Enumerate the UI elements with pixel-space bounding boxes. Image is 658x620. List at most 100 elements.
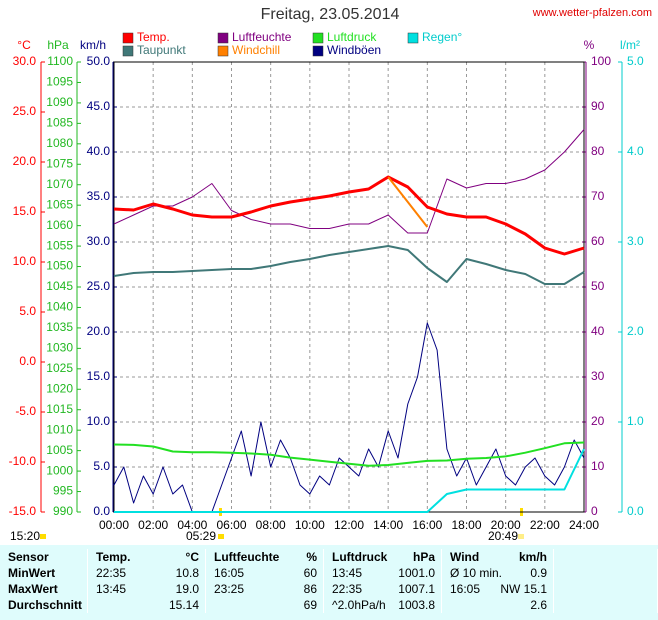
row-label: Sensor xyxy=(8,550,49,564)
cell-left: 22:35 xyxy=(96,566,127,580)
table-cell: 16:05 NW 15.1 xyxy=(442,581,554,597)
y-tick-label: 0.0 xyxy=(627,504,644,518)
cell-right: 1001.0 xyxy=(398,566,435,580)
legend-swatch xyxy=(312,45,324,57)
legend-label: Luftdruck xyxy=(327,30,377,44)
legend-label: Taupunkt xyxy=(137,43,186,57)
y-tick-label: 1.0 xyxy=(627,414,644,428)
sunrise-icon xyxy=(218,534,224,539)
y-tick-label: 20.0 xyxy=(13,154,37,168)
sunset-label: 20:49 xyxy=(488,529,518,543)
y-tick-label: 1045 xyxy=(46,279,73,293)
row-label: Durchschnitt xyxy=(8,598,83,612)
y-tick-label: 1035 xyxy=(46,320,73,334)
y-tick-label: 1000 xyxy=(46,463,73,477)
y-tick-label: -15.0 xyxy=(9,504,37,518)
row-label: MinWert xyxy=(8,566,56,580)
sunset-icon xyxy=(518,534,524,539)
stats-table: Sensor Temp. °C Luftfeuchte% Luftdruck hPa Win… xyxy=(0,545,658,620)
cell-right: km/h xyxy=(518,550,547,564)
y-tick-label: 40 xyxy=(591,324,605,338)
table-cell xyxy=(554,549,658,565)
table-cell: 23:25 86 xyxy=(206,581,324,597)
y-tick-label: 25.0 xyxy=(13,104,37,118)
table-cell xyxy=(554,565,658,581)
y-tick-label: 10 xyxy=(591,459,605,473)
y-tick-label: 45.0 xyxy=(87,99,111,113)
y-tick-label: 0.0 xyxy=(93,504,110,518)
y-tick-label: 5.0 xyxy=(627,54,644,68)
y-tick-label: 1070 xyxy=(46,177,73,191)
sun-icon xyxy=(40,534,46,539)
y-tick-label: -5.0 xyxy=(15,404,36,418)
y-tick-label: 20.0 xyxy=(87,324,111,338)
y-tick-label: 5.0 xyxy=(93,459,110,473)
row-label: MaxWert xyxy=(8,582,58,596)
legend-label: Temp. xyxy=(137,30,170,44)
axis-unit: km/h xyxy=(80,38,106,52)
table-cell: MaxWert xyxy=(0,581,88,597)
table-cell: 15.14 xyxy=(88,597,206,613)
x-tick-label: 12:00 xyxy=(334,518,364,532)
table-row: Sensor Temp. °C Luftfeuchte% Luftdruck hPa Win… xyxy=(0,549,658,565)
cell-right: 86 xyxy=(303,582,317,596)
legend-swatch xyxy=(217,45,229,57)
cell-right: 19.0 xyxy=(175,582,199,596)
table-cell: 22:35 1007.1 xyxy=(324,581,442,597)
table-row: MinWert 22:35 10.8 16:05 60 13:45 1001.0 Ø 10 m… xyxy=(0,565,658,581)
y-tick-label: 1090 xyxy=(46,95,73,109)
cell-left: 16:05 xyxy=(450,582,481,596)
y-tick-label: 80 xyxy=(591,144,605,158)
y-tick-label: 90 xyxy=(591,99,605,113)
table-cell: Sensor xyxy=(0,549,88,565)
table-cell: 13:45 19.0 xyxy=(88,581,206,597)
y-tick-label: 60 xyxy=(591,234,605,248)
y-tick-label: 1080 xyxy=(46,136,73,150)
y-tick-label: 35.0 xyxy=(87,189,111,203)
y-tick-label: 10.0 xyxy=(87,414,111,428)
cell-right: 1007.1 xyxy=(398,582,435,596)
series-line xyxy=(113,129,585,234)
x-tick-label: 06:00 xyxy=(216,518,246,532)
table-cell: 2.6 xyxy=(442,597,554,613)
cell-left: 16:05 xyxy=(214,566,245,580)
y-tick-label: 0.0 xyxy=(19,354,36,368)
y-tick-label: 990 xyxy=(53,504,73,518)
y-tick-label: 1005 xyxy=(46,443,73,457)
y-tick-label: 1055 xyxy=(46,238,73,252)
legend-swatch xyxy=(122,45,134,57)
y-tick-label: 1095 xyxy=(46,75,73,89)
cell-right: 2.6 xyxy=(530,598,547,612)
y-tick-label: 1040 xyxy=(46,300,73,314)
table-cell: Temp. °C xyxy=(88,549,206,565)
y-tick-label: 4.0 xyxy=(627,144,644,158)
y-tick-label: 50.0 xyxy=(87,54,111,68)
x-tick-label: 08:00 xyxy=(256,518,286,532)
sunrise-label: 05:29 xyxy=(186,529,216,543)
y-tick-label: 20 xyxy=(591,414,605,428)
y-tick-label: 1065 xyxy=(46,197,73,211)
x-tick-label: 00:00 xyxy=(99,518,129,532)
x-tick-label: 18:00 xyxy=(451,518,481,532)
y-tick-label: 1100 xyxy=(47,54,73,68)
legend-label: Windböen xyxy=(327,43,381,57)
x-tick-label: 24:00 xyxy=(569,518,599,532)
table-cell: Ø 10 min. 0.9 xyxy=(442,565,554,581)
legend-swatch xyxy=(122,32,134,44)
table-cell xyxy=(554,581,658,597)
cell-right: 15.14 xyxy=(168,598,199,612)
y-tick-label: 2.0 xyxy=(627,324,644,338)
cell-left: ^2.0hPa/h xyxy=(332,598,386,612)
cell-right: 10.8 xyxy=(175,566,199,580)
y-tick-label: 5.0 xyxy=(19,304,36,318)
y-tick-label: 0 xyxy=(591,504,598,518)
x-tick-label: 04:00 xyxy=(177,518,207,532)
series-line xyxy=(114,448,585,513)
x-tick-label: 22:00 xyxy=(530,518,560,532)
table-cell: ^2.0hPa/h 1003.8 xyxy=(324,597,442,613)
y-tick-label: 1060 xyxy=(46,218,73,232)
legend-swatch xyxy=(312,32,324,44)
y-tick-label: 50 xyxy=(591,279,605,293)
x-tick-label: 02:00 xyxy=(138,518,168,532)
site-url: www.wetter-pfalzen.com xyxy=(532,7,652,19)
